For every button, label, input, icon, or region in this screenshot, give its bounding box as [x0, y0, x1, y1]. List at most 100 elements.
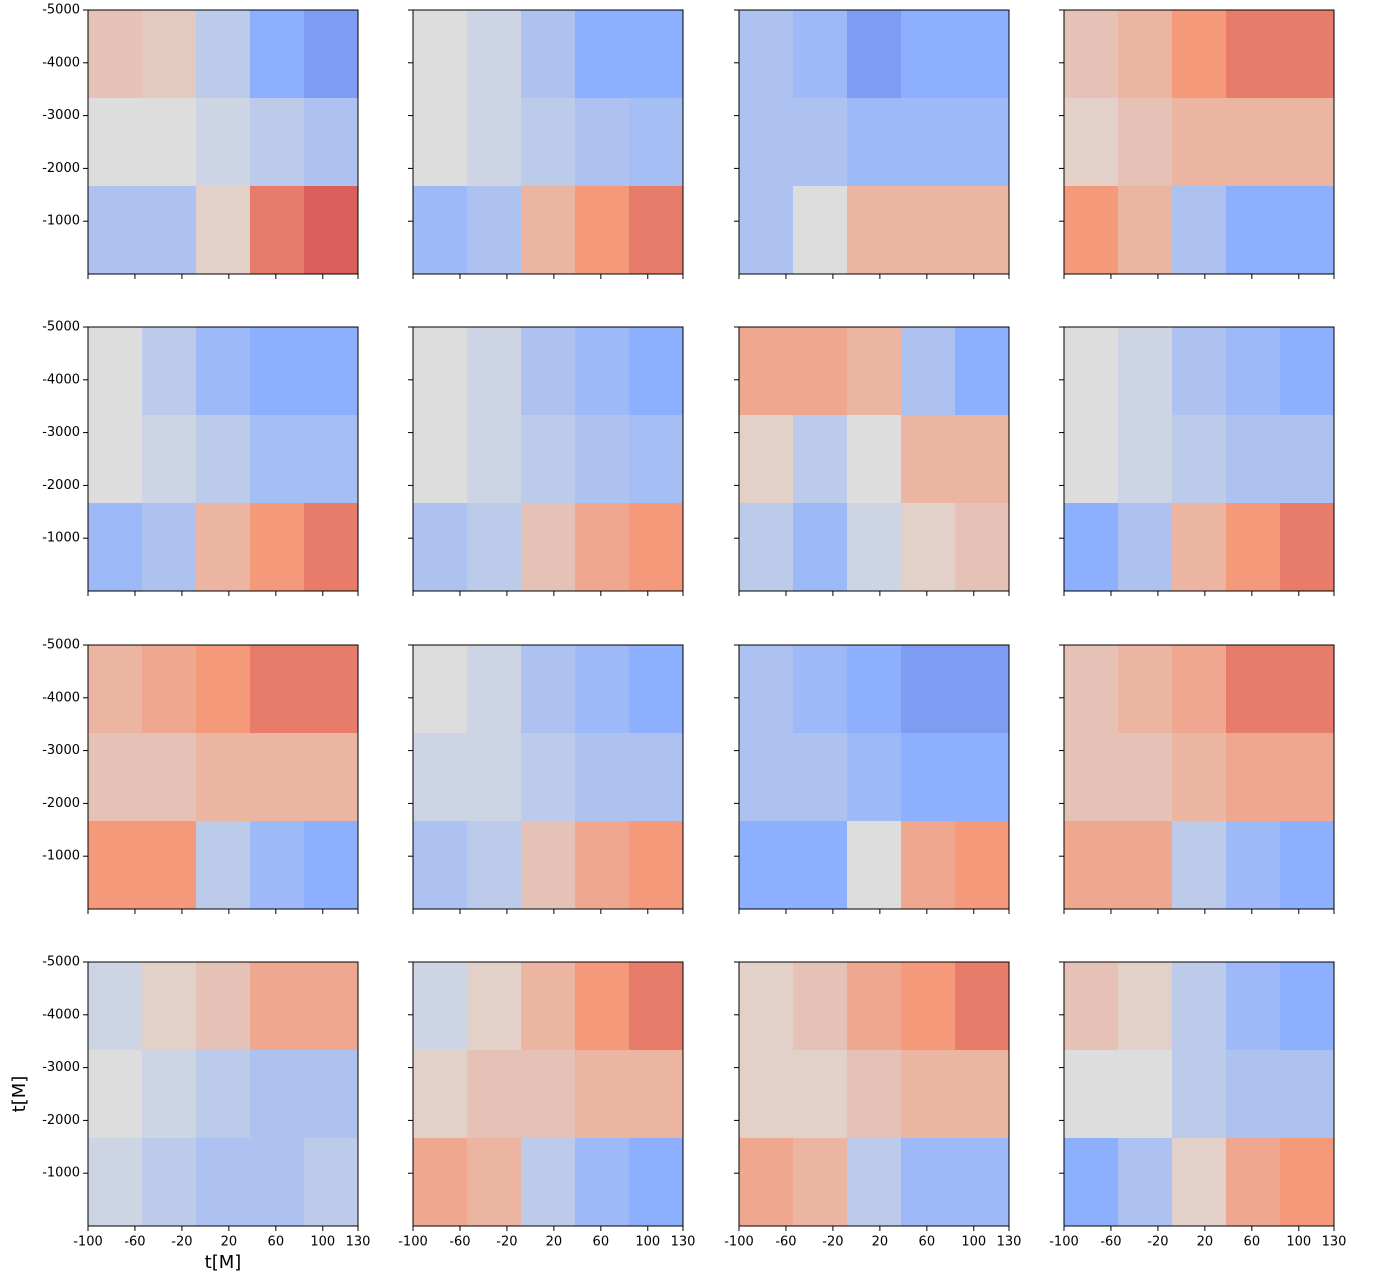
heatmap-cell — [304, 10, 359, 99]
heatmap-cell — [629, 645, 684, 734]
heatmap-cell — [521, 733, 576, 822]
heatmap-cell — [1118, 415, 1173, 504]
heatmap-cell — [847, 733, 902, 822]
heatmap-cell — [847, 821, 902, 910]
plot-frame — [87, 9, 359, 275]
panel: -100 -60 -20 20 60 100 130 -5000 -4000 -3000 -2000… — [9, 955, 370, 1274]
heatmap-cell — [955, 1138, 1010, 1227]
heatmap-cell — [413, 1050, 468, 1139]
panel — [408, 9, 684, 279]
heatmap-cell — [304, 1138, 359, 1227]
heatmap-cell — [1064, 327, 1119, 416]
x-tick-label: 130 — [997, 1235, 1022, 1250]
heatmap-cell — [467, 186, 522, 275]
plot-frame — [87, 326, 359, 592]
heatmap-cell — [629, 821, 684, 910]
heatmap-cell — [196, 327, 251, 416]
heatmap-cell — [1172, 962, 1227, 1051]
heatmap-cell — [467, 327, 522, 416]
panel — [734, 644, 1010, 914]
heatmap-cell — [88, 186, 143, 275]
heatmap-cell — [521, 98, 576, 187]
heatmap-cell — [575, 733, 630, 822]
heatmap-cell — [196, 186, 251, 275]
heatmap-cell — [1172, 98, 1227, 187]
plot-frame — [738, 326, 1010, 592]
heatmap-cell — [250, 10, 305, 99]
heatmap-cell — [847, 327, 902, 416]
heatmap-cell — [847, 1050, 902, 1139]
panel: -5000 -4000 -3000 -2000 -1000 — [42, 638, 359, 914]
y-tick-label: -3000 — [42, 425, 80, 440]
heatmap-cell — [88, 10, 143, 99]
heatmap-cell — [142, 1050, 197, 1139]
heatmap-cell — [142, 1138, 197, 1227]
y-tick-label: -4000 — [42, 1007, 80, 1022]
heatmap-cell — [793, 1050, 848, 1139]
heatmap-cell — [793, 98, 848, 187]
x-tick-label: -100 — [724, 1235, 754, 1250]
x-tick-label: 20 — [546, 1235, 563, 1250]
y-axis-label: t[M] — [9, 1076, 30, 1113]
heatmap-cell — [250, 503, 305, 592]
plot-frame — [412, 326, 684, 592]
heatmap-cell — [629, 327, 684, 416]
heatmap-cell — [1064, 415, 1119, 504]
heatmap-cell — [955, 733, 1010, 822]
y-tick-label: -5000 — [42, 638, 80, 653]
heatmap-cell — [901, 503, 956, 592]
x-tick-label: 100 — [1286, 1235, 1311, 1250]
heatmap-cell — [575, 645, 630, 734]
y-tick-label: -2000 — [42, 478, 80, 493]
heatmap-cell — [142, 733, 197, 822]
y-tick-label: -4000 — [42, 372, 80, 387]
heatmap-cell — [196, 10, 251, 99]
heatmap-cell — [413, 1138, 468, 1227]
heatmap-cell — [739, 645, 794, 734]
heatmap-cell — [847, 645, 902, 734]
heatmap-cell — [901, 10, 956, 99]
heatmap-cell — [793, 503, 848, 592]
heatmap-cell — [1280, 415, 1335, 504]
heatmap-cell — [250, 821, 305, 910]
heatmap-cell — [1118, 98, 1173, 187]
panel: -100 -60 -20 20 60 100 130 — [724, 961, 1022, 1250]
heatmap-cell — [1064, 186, 1119, 275]
heatmap-cell — [88, 1050, 143, 1139]
heatmap-cell — [1280, 1138, 1335, 1227]
heatmap-cell — [1226, 10, 1281, 99]
y-tick-label: -3000 — [42, 1060, 80, 1075]
plot-frame — [1063, 961, 1335, 1227]
plot-frame — [412, 9, 684, 275]
plot-frame — [738, 644, 1010, 910]
heatmap-cell — [1118, 962, 1173, 1051]
y-tick-label: -1000 — [42, 531, 80, 546]
x-tick-label: -20 — [496, 1235, 517, 1250]
heatmap-cell — [793, 327, 848, 416]
heatmap-cell — [413, 10, 468, 99]
panel — [408, 326, 684, 596]
heatmap-cell — [304, 415, 359, 504]
heatmap-cell — [1064, 962, 1119, 1051]
plot-frame — [87, 961, 359, 1227]
heatmap-cell — [250, 186, 305, 275]
heatmap-cell — [1064, 645, 1119, 734]
heatmap-cell — [521, 645, 576, 734]
heatmap-cell — [521, 327, 576, 416]
panel: -5000 -4000 -3000 -2000 -1000 — [42, 320, 359, 596]
heatmap-cell — [196, 1138, 251, 1227]
heatmap-cell — [955, 327, 1010, 416]
heatmap-cell — [1118, 1138, 1173, 1227]
heatmap-cell — [1280, 186, 1335, 275]
plot-frame — [1063, 644, 1335, 910]
heatmap-cell — [142, 186, 197, 275]
heatmap-cell — [196, 733, 251, 822]
panel — [1059, 644, 1335, 914]
heatmap-cell — [629, 98, 684, 187]
heatmap-cell — [521, 1050, 576, 1139]
heatmap-cell — [955, 503, 1010, 592]
heatmap-cell — [793, 962, 848, 1051]
x-tick-label: -100 — [73, 1235, 103, 1250]
heatmap-cell — [901, 186, 956, 275]
heatmap-cell — [739, 327, 794, 416]
